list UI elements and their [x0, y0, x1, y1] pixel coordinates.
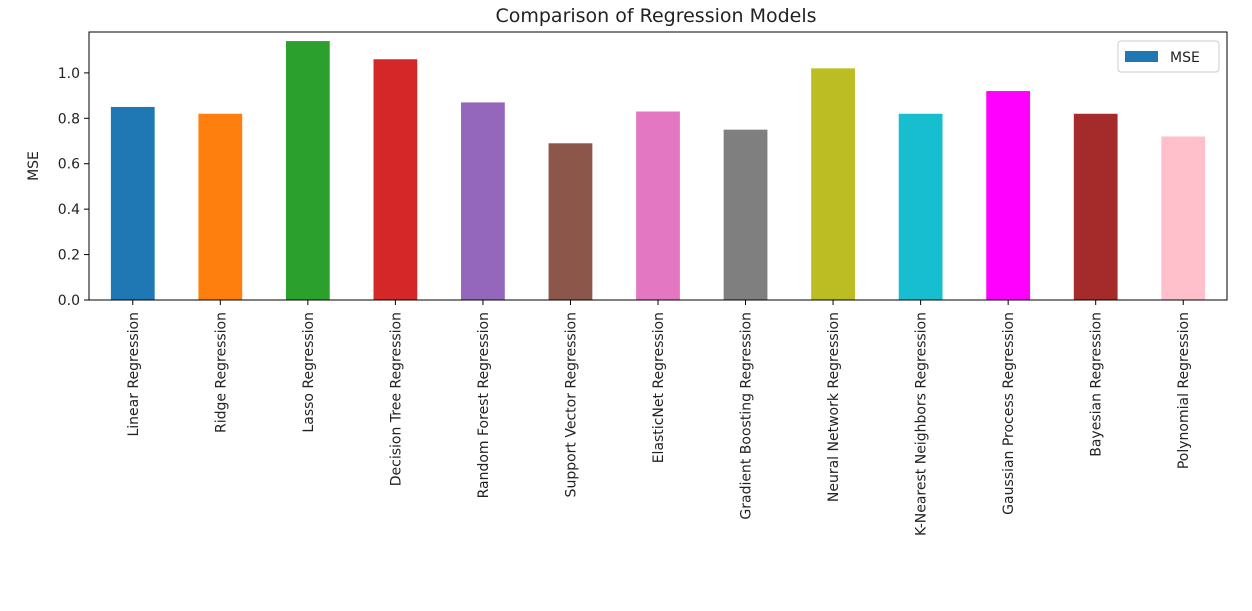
x-tick-label: K-Nearest Neighbors Regression: [914, 312, 930, 536]
legend-box: [1117, 40, 1220, 73]
x-tick-label: Gradient Boosting Regression: [739, 312, 755, 520]
x-tick-label: Bayesian Regression: [1089, 312, 1105, 457]
plot-frame: [88, 31, 1228, 301]
x-tick-label: Ridge Regression: [213, 312, 229, 433]
bar-gaussian-process-regression: [986, 91, 1031, 301]
x-ticks-group: Linear Regression Ridge Regression Lasso R…: [126, 300, 1192, 536]
y-ticks-group: 0.0 0.2 0.4 0.6 0.8 1.0: [58, 66, 89, 309]
x-tick-label: Lasso Regression: [301, 312, 317, 433]
bar-lasso-regression: [285, 41, 330, 300]
bar-elasticnet-regression: [636, 111, 680, 301]
bar-gradient-boosting-regression: [723, 129, 768, 300]
bar-polynomial-regression: [1161, 136, 1206, 300]
x-tick-label: ElasticNet Regression: [651, 312, 667, 463]
bars-group: [110, 41, 1206, 301]
y-tick-label: 0.2: [58, 248, 80, 264]
x-tick-label: Gaussian Process Regression: [1001, 312, 1017, 515]
y-tick-label: 0.8: [58, 111, 80, 127]
x-tick-label: Neural Network Regression: [826, 312, 842, 502]
legend-label: MSE: [1170, 50, 1200, 66]
x-tick-label: Linear Regression: [126, 312, 142, 437]
x-tick-label: Polynomial Regression: [1176, 312, 1192, 469]
bar-bayesian-regression: [1073, 113, 1118, 300]
bar-linear-regression: [110, 106, 155, 300]
bar-k-nearest-neighbors-regression: [898, 113, 943, 300]
y-tick-label: 0.4: [58, 202, 80, 218]
y-tick-label: 0.0: [58, 293, 80, 309]
x-tick-label: Decision Tree Regression: [388, 312, 404, 486]
y-tick-label: 1.0: [58, 66, 80, 82]
bar-random-forest-regression: [461, 102, 505, 301]
x-tick-label: Support Vector Regression: [563, 312, 579, 497]
chart-title: Comparison of Regression Models: [495, 5, 816, 27]
legend: MSE: [1117, 40, 1220, 73]
legend-swatch: [1125, 51, 1158, 62]
bar-support-vector-regression: [548, 143, 593, 300]
y-axis-label: MSE: [26, 151, 42, 181]
y-tick-label: 0.6: [58, 157, 80, 173]
bar-neural-network-regression: [811, 68, 855, 300]
bar-ridge-regression: [198, 113, 243, 300]
bar-decision-tree-regression: [373, 59, 418, 300]
x-tick-label: Random Forest Regression: [476, 312, 492, 498]
